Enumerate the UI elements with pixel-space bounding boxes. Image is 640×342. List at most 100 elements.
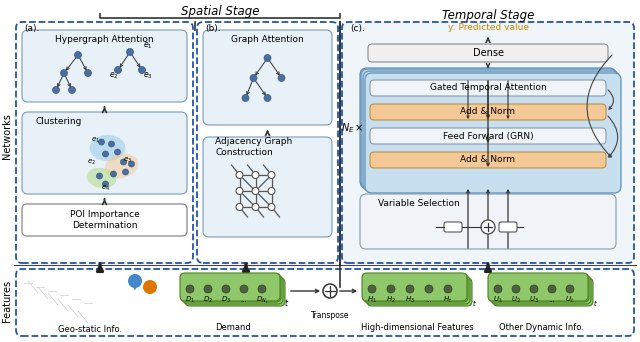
Text: Demand: Demand bbox=[215, 323, 251, 331]
Circle shape bbox=[406, 285, 414, 293]
FancyBboxPatch shape bbox=[444, 222, 462, 232]
FancyBboxPatch shape bbox=[342, 22, 634, 263]
Text: Add & Norm: Add & Norm bbox=[461, 107, 515, 117]
Text: $e_2$: $e_2$ bbox=[87, 157, 96, 167]
Text: (c).: (c). bbox=[350, 24, 365, 32]
Circle shape bbox=[258, 285, 266, 293]
Circle shape bbox=[127, 49, 134, 55]
FancyBboxPatch shape bbox=[365, 73, 621, 193]
Text: ...: ... bbox=[241, 297, 248, 303]
FancyBboxPatch shape bbox=[499, 222, 517, 232]
FancyBboxPatch shape bbox=[370, 104, 606, 120]
Text: $N_E \times$: $N_E \times$ bbox=[340, 121, 364, 135]
Text: Transpose: Transpose bbox=[311, 311, 349, 319]
Text: ...: ... bbox=[548, 297, 556, 303]
Text: $t$: $t$ bbox=[593, 298, 598, 308]
Text: Adjacency Graph
Construction: Adjacency Graph Construction bbox=[215, 137, 292, 157]
Text: $D_{N_t}$: $D_{N_t}$ bbox=[256, 294, 268, 305]
Circle shape bbox=[236, 203, 243, 210]
Text: $U_t$: $U_t$ bbox=[565, 295, 575, 305]
Text: $e_1$: $e_1$ bbox=[143, 41, 153, 51]
Circle shape bbox=[115, 66, 122, 74]
FancyBboxPatch shape bbox=[493, 278, 593, 306]
Text: Gated Temporal Attention: Gated Temporal Attention bbox=[429, 83, 547, 92]
Circle shape bbox=[111, 171, 116, 177]
Text: Variable Selection: Variable Selection bbox=[378, 199, 460, 209]
Circle shape bbox=[494, 285, 502, 293]
Circle shape bbox=[109, 141, 115, 147]
Text: (a).: (a). bbox=[24, 24, 40, 32]
FancyBboxPatch shape bbox=[185, 278, 285, 306]
FancyBboxPatch shape bbox=[203, 137, 332, 237]
FancyBboxPatch shape bbox=[22, 204, 187, 236]
Text: ...: ... bbox=[426, 297, 433, 303]
Text: $H_2$: $H_2$ bbox=[386, 295, 396, 305]
FancyBboxPatch shape bbox=[368, 44, 608, 62]
Text: High-dimensional Features: High-dimensional Features bbox=[361, 323, 474, 331]
Text: $H_1$: $H_1$ bbox=[367, 295, 377, 305]
Circle shape bbox=[186, 285, 194, 293]
Text: Hypergraph Attention: Hypergraph Attention bbox=[55, 36, 154, 44]
FancyBboxPatch shape bbox=[489, 274, 589, 302]
FancyBboxPatch shape bbox=[197, 22, 338, 263]
Circle shape bbox=[252, 171, 259, 179]
FancyArrowPatch shape bbox=[132, 284, 138, 289]
Circle shape bbox=[61, 69, 67, 77]
Text: $U_3$: $U_3$ bbox=[529, 295, 539, 305]
Text: Add & Norm: Add & Norm bbox=[461, 156, 515, 165]
FancyBboxPatch shape bbox=[360, 194, 616, 249]
Circle shape bbox=[481, 220, 495, 234]
FancyBboxPatch shape bbox=[363, 71, 619, 191]
FancyBboxPatch shape bbox=[22, 30, 187, 102]
Ellipse shape bbox=[90, 135, 125, 161]
Text: Dense: Dense bbox=[472, 48, 504, 58]
Circle shape bbox=[250, 75, 257, 81]
FancyBboxPatch shape bbox=[16, 269, 634, 336]
FancyBboxPatch shape bbox=[488, 273, 588, 301]
Circle shape bbox=[512, 285, 520, 293]
Circle shape bbox=[128, 274, 142, 288]
FancyBboxPatch shape bbox=[362, 273, 467, 301]
Circle shape bbox=[425, 285, 433, 293]
Circle shape bbox=[222, 285, 230, 293]
Circle shape bbox=[236, 171, 243, 179]
Circle shape bbox=[138, 66, 145, 74]
Circle shape bbox=[74, 52, 81, 58]
Text: Graph Attention: Graph Attention bbox=[231, 36, 304, 44]
Circle shape bbox=[252, 187, 259, 195]
Text: $t$: $t$ bbox=[472, 298, 477, 308]
Text: $H_3$: $H_3$ bbox=[405, 295, 415, 305]
Text: Spatial Stage: Spatial Stage bbox=[180, 5, 259, 18]
FancyBboxPatch shape bbox=[22, 112, 187, 194]
Text: $U_2$: $U_2$ bbox=[511, 295, 521, 305]
FancyBboxPatch shape bbox=[367, 278, 472, 306]
Text: Temporal Stage: Temporal Stage bbox=[442, 10, 534, 23]
Circle shape bbox=[115, 149, 120, 155]
Text: (b).: (b). bbox=[205, 24, 221, 32]
Circle shape bbox=[268, 203, 275, 210]
Circle shape bbox=[120, 159, 127, 165]
Text: $D_3$: $D_3$ bbox=[221, 295, 231, 305]
Circle shape bbox=[102, 151, 109, 157]
Circle shape bbox=[278, 75, 285, 81]
FancyBboxPatch shape bbox=[370, 128, 606, 144]
Circle shape bbox=[368, 285, 376, 293]
Text: POI Importance
Determination: POI Importance Determination bbox=[70, 210, 140, 230]
Circle shape bbox=[122, 169, 129, 175]
FancyBboxPatch shape bbox=[180, 273, 280, 301]
FancyBboxPatch shape bbox=[370, 80, 606, 96]
Circle shape bbox=[143, 280, 157, 294]
Ellipse shape bbox=[86, 168, 116, 188]
Text: Clustering: Clustering bbox=[36, 118, 83, 127]
Circle shape bbox=[566, 285, 574, 293]
Circle shape bbox=[102, 181, 109, 187]
Circle shape bbox=[268, 187, 275, 195]
Circle shape bbox=[129, 161, 134, 167]
FancyBboxPatch shape bbox=[183, 276, 283, 304]
Ellipse shape bbox=[105, 154, 138, 179]
Circle shape bbox=[264, 94, 271, 102]
Circle shape bbox=[97, 173, 102, 179]
FancyBboxPatch shape bbox=[491, 276, 591, 304]
Text: $D_2$: $D_2$ bbox=[203, 295, 213, 305]
Circle shape bbox=[530, 285, 538, 293]
